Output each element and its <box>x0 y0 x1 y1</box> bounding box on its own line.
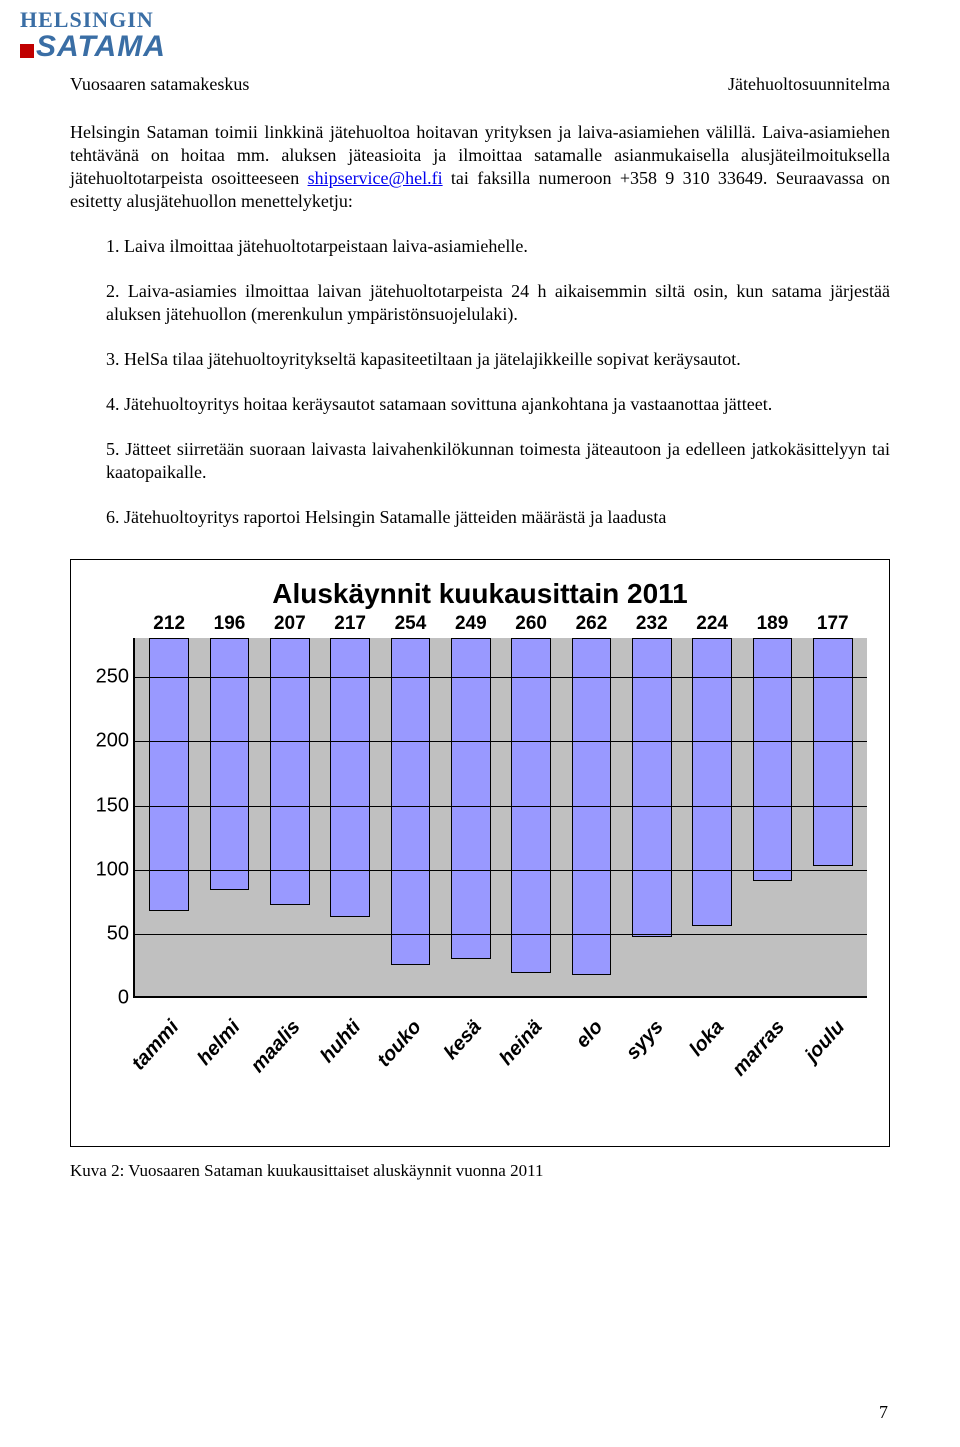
chart-bar: 224 <box>692 638 732 926</box>
chart-x-label-slot: huhti <box>319 1000 380 1100</box>
list-item: 5. Jätteet siirretään suoraan laivasta l… <box>102 438 890 484</box>
chart-gridline <box>135 870 867 871</box>
chart-caption: Kuva 2: Vuosaaren Sataman kuukausittaise… <box>70 1161 890 1181</box>
chart-x-label-slot: syys <box>621 1000 682 1100</box>
logo-bottom: SATAMA <box>20 30 166 64</box>
chart-x-label-slot: elo <box>561 1000 622 1100</box>
chart-container: Aluskäynnit kuukausittain 2011 212196207… <box>70 559 890 1147</box>
chart-x-label-slot: maalis <box>258 1000 319 1100</box>
chart-bar: 262 <box>572 638 612 975</box>
header-left: Vuosaaren satamakeskus <box>70 74 249 95</box>
chart-bar-value: 262 <box>576 613 608 635</box>
list-item: 3. HelSa tilaa jätehuoltoyritykseltä kap… <box>102 348 890 371</box>
chart-bar-value: 249 <box>455 613 487 635</box>
logo-top-text: HELSINGIN <box>20 10 166 30</box>
chart-bar-value: 217 <box>334 613 366 635</box>
header-right: Jätehuoltosuunnitelma <box>728 74 890 95</box>
chart-bar: 207 <box>270 638 310 904</box>
chart-x-label: elo <box>571 1016 607 1053</box>
chart-bar-value: 224 <box>696 613 728 635</box>
chart-y-tick: 250 <box>85 665 129 688</box>
chart-bars: 212196 207 217 254 249260 262 232 224 189 177 <box>135 638 867 996</box>
chart-y-tick: 200 <box>85 730 129 753</box>
logo-square-icon <box>20 44 34 58</box>
chart-x-labels: tammihelmimaalishuhtitoukokesäheinäelosy… <box>133 1000 867 1100</box>
chart-bar-slot: 224 <box>682 638 742 996</box>
numbered-list: 1. Laiva ilmoittaa jätehuoltotarpeistaan… <box>102 235 890 529</box>
chart-bar: 177 <box>813 638 853 866</box>
chart-bar-value: 196 <box>214 613 246 635</box>
list-item: 2. Laiva-asiamies ilmoittaa laivan jäteh… <box>102 280 890 326</box>
chart-gridline <box>135 677 867 678</box>
intro-paragraph: Helsingin Sataman toimii linkkinä jätehu… <box>70 121 890 213</box>
chart-bar-value: 260 <box>515 613 547 635</box>
chart-bar-value: 254 <box>395 613 427 635</box>
chart-x-label-slot: marras <box>742 1000 803 1100</box>
chart-x-label: helmi <box>193 1016 245 1070</box>
chart-bar: 217 <box>330 638 370 917</box>
chart-x-label: heinä <box>495 1016 547 1070</box>
chart-bar: 249 <box>451 638 491 958</box>
chart-gridline <box>135 741 867 742</box>
chart-bar-slot: 212 <box>139 638 199 996</box>
logo: HELSINGIN SATAMA <box>20 10 166 64</box>
chart-bar-value: 189 <box>757 613 789 635</box>
chart-x-label: touko <box>373 1016 427 1072</box>
chart-y-tick: 150 <box>85 794 129 817</box>
logo-bottom-text: SATAMA <box>36 30 166 64</box>
chart-x-label-slot: touko <box>379 1000 440 1100</box>
chart-bar-slot: 217 <box>320 638 380 996</box>
chart-title: Aluskäynnit kuukausittain 2011 <box>89 578 871 610</box>
chart-bar-value: 212 <box>153 613 185 635</box>
chart-bar: 232 <box>632 638 672 936</box>
chart-x-label-slot: loka <box>682 1000 743 1100</box>
chart-bar-slot: 260 <box>501 638 561 996</box>
header-row: Vuosaaren satamakeskus Jätehuoltosuunnit… <box>70 74 890 95</box>
chart-bar-slot: 262 <box>561 638 621 996</box>
chart-y-tick: 100 <box>85 858 129 881</box>
chart-x-label: loka <box>685 1016 729 1061</box>
chart-x-label-slot: tammi <box>137 1000 198 1100</box>
intro-link[interactable]: shipservice@hel.fi <box>308 168 443 188</box>
chart-bar-slot: 189 <box>742 638 802 996</box>
chart-y-tick: 50 <box>85 923 129 946</box>
chart-x-label: joulu <box>801 1016 850 1067</box>
chart-bar-slot: 177 <box>803 638 863 996</box>
chart-x-label: huhti <box>316 1016 366 1068</box>
chart-x-label: tammi <box>128 1016 185 1075</box>
chart-gridline <box>135 934 867 935</box>
chart-bar-slot: 249 <box>441 638 501 996</box>
chart-gridline <box>135 806 867 807</box>
chart-bar-value: 232 <box>636 613 668 635</box>
chart-x-label-slot: joulu <box>803 1000 864 1100</box>
chart-x-label-slot: heinä <box>500 1000 561 1100</box>
chart-bar-slot: 207 <box>260 638 320 996</box>
chart-bar-value: 207 <box>274 613 306 635</box>
list-item: 4. Jätehuoltoyritys hoitaa keräysautot s… <box>102 393 890 416</box>
chart-y-tick: 0 <box>85 987 129 1010</box>
chart-bar: 189 <box>753 638 793 881</box>
chart-bar-slot: 196 <box>199 638 259 996</box>
chart-bar-value: 177 <box>817 613 849 635</box>
list-item: 6. Jätehuoltoyritys raportoi Helsingin S… <box>102 506 890 529</box>
chart-x-label-slot: helmi <box>198 1000 259 1100</box>
chart-inner: 212196207217254249260262232224189177 050… <box>133 638 867 1098</box>
list-item: 1. Laiva ilmoittaa jätehuoltotarpeistaan… <box>102 235 890 258</box>
chart-x-label: kesä <box>440 1016 487 1064</box>
chart-x-label-slot: kesä <box>440 1000 501 1100</box>
page-number: 7 <box>879 1402 888 1423</box>
chart-bar-slot: 232 <box>622 638 682 996</box>
chart-bar-slot: 254 <box>380 638 440 996</box>
chart-plot-area: 212196207217254249260262232224189177 050… <box>133 638 867 998</box>
chart-x-label: syys <box>621 1016 668 1064</box>
chart-bar: 254 <box>391 638 431 965</box>
